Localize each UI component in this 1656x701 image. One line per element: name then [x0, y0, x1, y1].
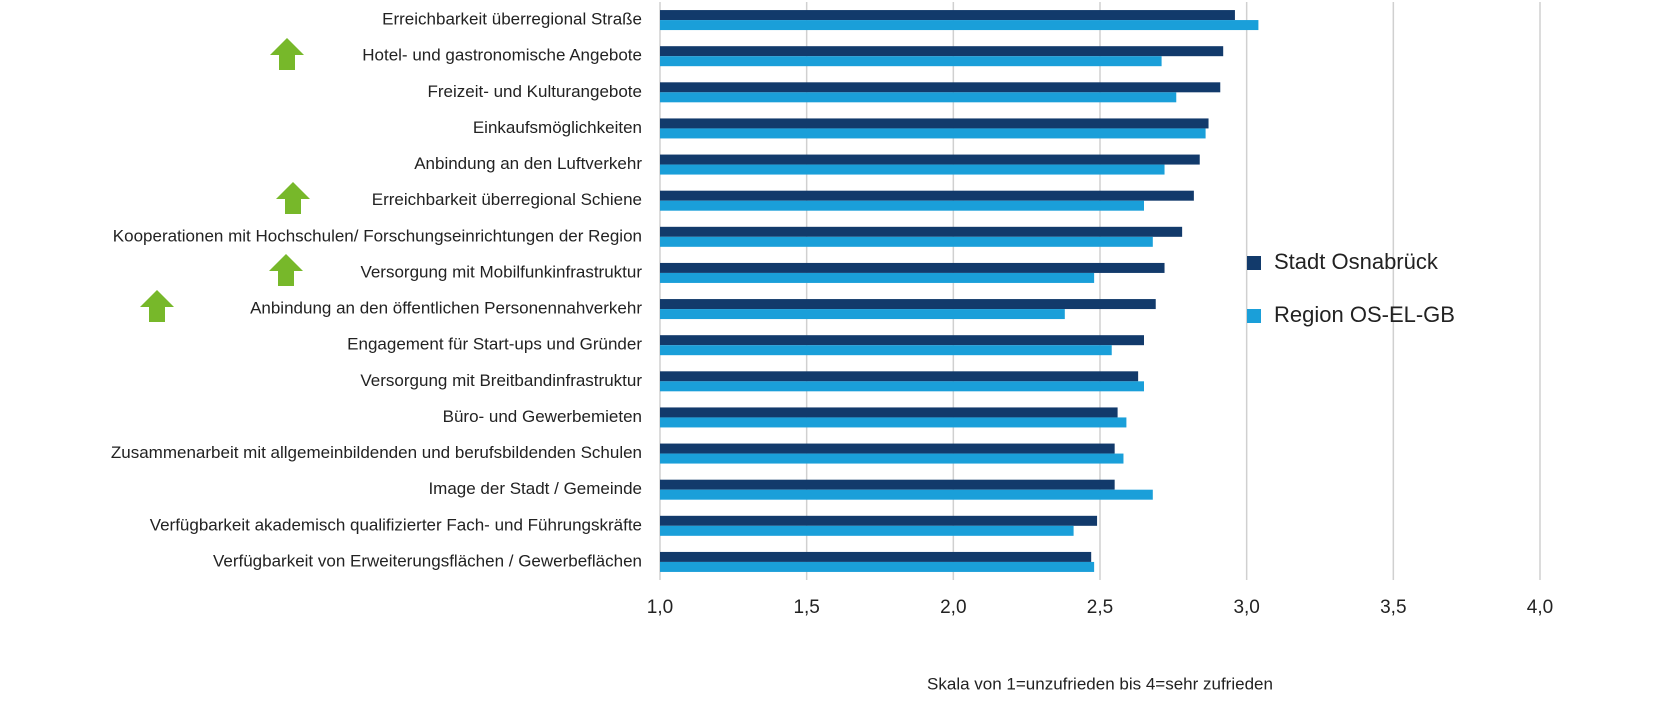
y-tick-label: Kooperationen mit Hochschulen/ Forschung… [113, 226, 642, 245]
up-arrow [140, 290, 174, 322]
y-tick-label: Versorgung mit Mobilfunkinfrastruktur [360, 262, 642, 281]
bar [660, 551, 1092, 562]
bar [660, 453, 1124, 464]
y-tick-label: Einkaufsmöglichkeiten [473, 118, 642, 137]
bar [660, 515, 1098, 526]
x-tick-label: 2,0 [940, 597, 966, 618]
x-tick-label: 3,0 [1233, 597, 1259, 618]
x-tick-label: 1,0 [647, 597, 673, 618]
bar [660, 56, 1162, 67]
bar [660, 407, 1118, 418]
legend-label: Stadt Osnabrück [1274, 249, 1439, 274]
y-tick-label: Hotel- und gastronomische Angebote [362, 46, 642, 65]
bar [660, 299, 1156, 310]
x-tick-label: 3,5 [1380, 597, 1406, 618]
bar [660, 10, 1235, 21]
bar [660, 335, 1144, 346]
bar [660, 371, 1139, 382]
up-arrow [276, 182, 310, 214]
bar [660, 226, 1183, 237]
y-tick-label: Freizeit- und Kulturangebote [427, 82, 642, 101]
bar [660, 525, 1074, 536]
x-axis-label: Skala von 1=unzufrieden bis 4=sehr zufri… [927, 674, 1273, 693]
bar [660, 20, 1259, 31]
bar [660, 118, 1209, 129]
bar [660, 345, 1112, 356]
bar [660, 272, 1095, 283]
legend-label: Region OS-EL-GB [1274, 302, 1455, 327]
legend-swatch [1247, 256, 1261, 270]
y-tick-label: Erreichbarkeit überregional Schiene [372, 190, 642, 209]
bar [660, 46, 1224, 57]
bar [660, 489, 1153, 500]
y-tick-label: Erreichbarkeit überregional Straße [382, 10, 642, 29]
up-arrow [270, 38, 304, 70]
bar [660, 561, 1095, 572]
y-tick-label: Versorgung mit Breitbandinfrastruktur [360, 371, 642, 390]
bar [660, 479, 1115, 490]
bar [660, 200, 1144, 211]
y-tick-label: Verfügbarkeit von Erweiterungsflächen / … [213, 551, 642, 570]
x-tick-label: 4,0 [1527, 597, 1553, 618]
y-tick-label: Büro- und Gewerbemieten [443, 407, 642, 426]
bar [660, 92, 1177, 103]
x-tick-label: 1,5 [793, 597, 819, 618]
bar [660, 381, 1144, 392]
bar [660, 309, 1065, 320]
arrows [140, 38, 310, 322]
y-tick-label: Engagement für Start-ups und Gründer [347, 335, 642, 354]
y-tick-label: Anbindung an den öffentlichen Personenna… [250, 299, 642, 318]
up-arrow [269, 254, 303, 286]
bar [660, 128, 1206, 139]
bar [660, 190, 1194, 201]
y-tick-label: Verfügbarkeit akademisch qualifizierter … [150, 515, 642, 534]
bar [660, 82, 1221, 93]
y-tick-label: Image der Stadt / Gemeinde [428, 479, 642, 498]
bar [660, 443, 1115, 454]
bar [660, 164, 1165, 175]
bar [660, 236, 1153, 247]
y-tick-label: Anbindung an den Luftverkehr [414, 154, 642, 173]
bar [660, 154, 1200, 165]
bar [660, 262, 1165, 273]
y-tick-label: Zusammenarbeit mit allgemeinbildenden un… [111, 443, 642, 462]
bar [660, 417, 1127, 428]
legend-swatch [1247, 309, 1261, 323]
x-tick-label: 2,5 [1087, 597, 1113, 618]
